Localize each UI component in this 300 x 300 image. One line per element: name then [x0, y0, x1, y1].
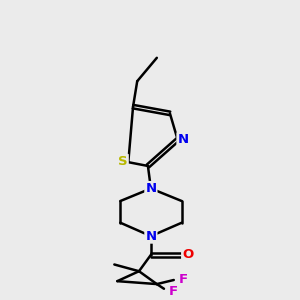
Text: F: F [179, 274, 188, 286]
Text: N: N [145, 182, 157, 195]
Text: O: O [182, 248, 194, 261]
Text: N: N [145, 230, 157, 243]
Text: F: F [169, 285, 178, 298]
Text: S: S [118, 155, 128, 168]
Text: N: N [177, 133, 189, 146]
